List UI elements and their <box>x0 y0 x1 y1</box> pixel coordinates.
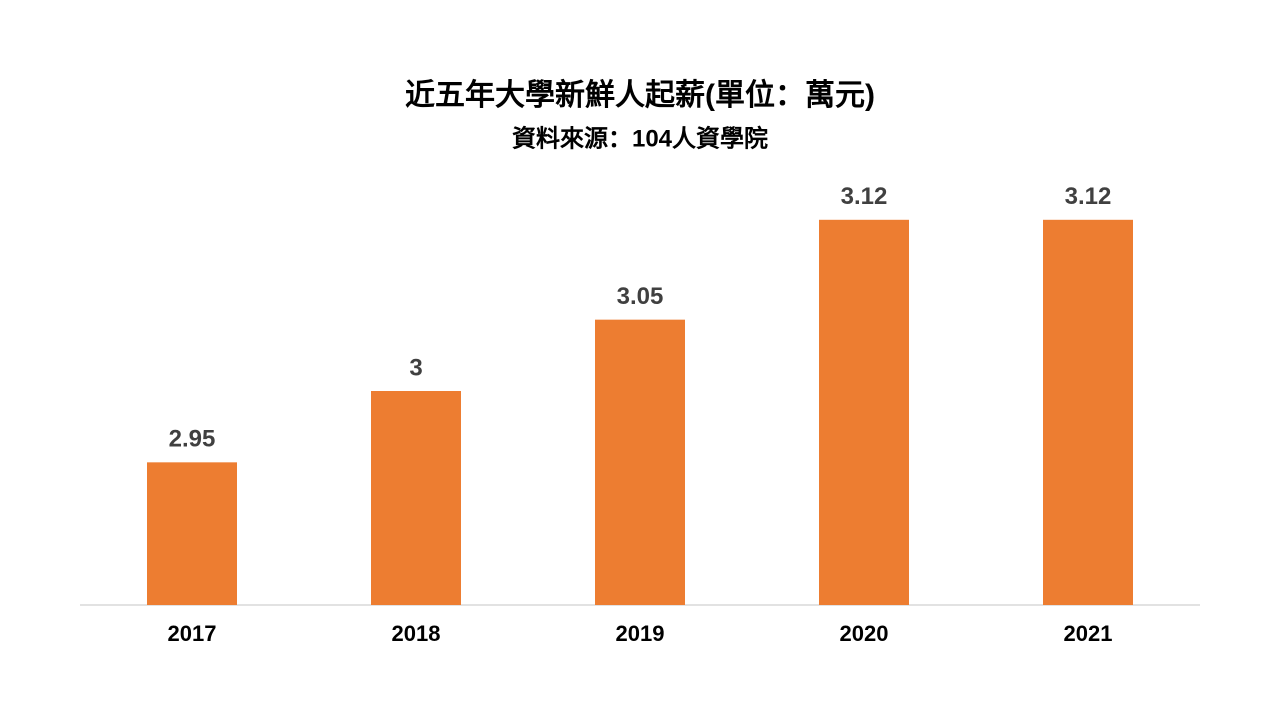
x-tick-label: 2017 <box>168 621 217 646</box>
bar <box>595 319 685 605</box>
data-label: 3.12 <box>1065 183 1112 210</box>
x-tick-label: 2021 <box>1064 621 1113 646</box>
bar <box>1043 219 1133 606</box>
data-label: 2.95 <box>169 426 216 453</box>
data-label: 3.05 <box>617 283 664 310</box>
x-tick-label: 2019 <box>616 621 665 646</box>
chart-subtitle: 資料來源：104人資學院 <box>512 124 768 152</box>
bar <box>819 219 909 606</box>
x-tick-label: 2020 <box>840 621 889 646</box>
data-label: 3.12 <box>841 183 888 210</box>
chart-title: 近五年大學新鮮人起薪(單位：萬元) <box>405 78 875 112</box>
bar <box>147 462 237 605</box>
data-label: 3 <box>409 354 422 381</box>
bar <box>371 391 461 605</box>
x-tick-label: 2018 <box>392 621 441 646</box>
